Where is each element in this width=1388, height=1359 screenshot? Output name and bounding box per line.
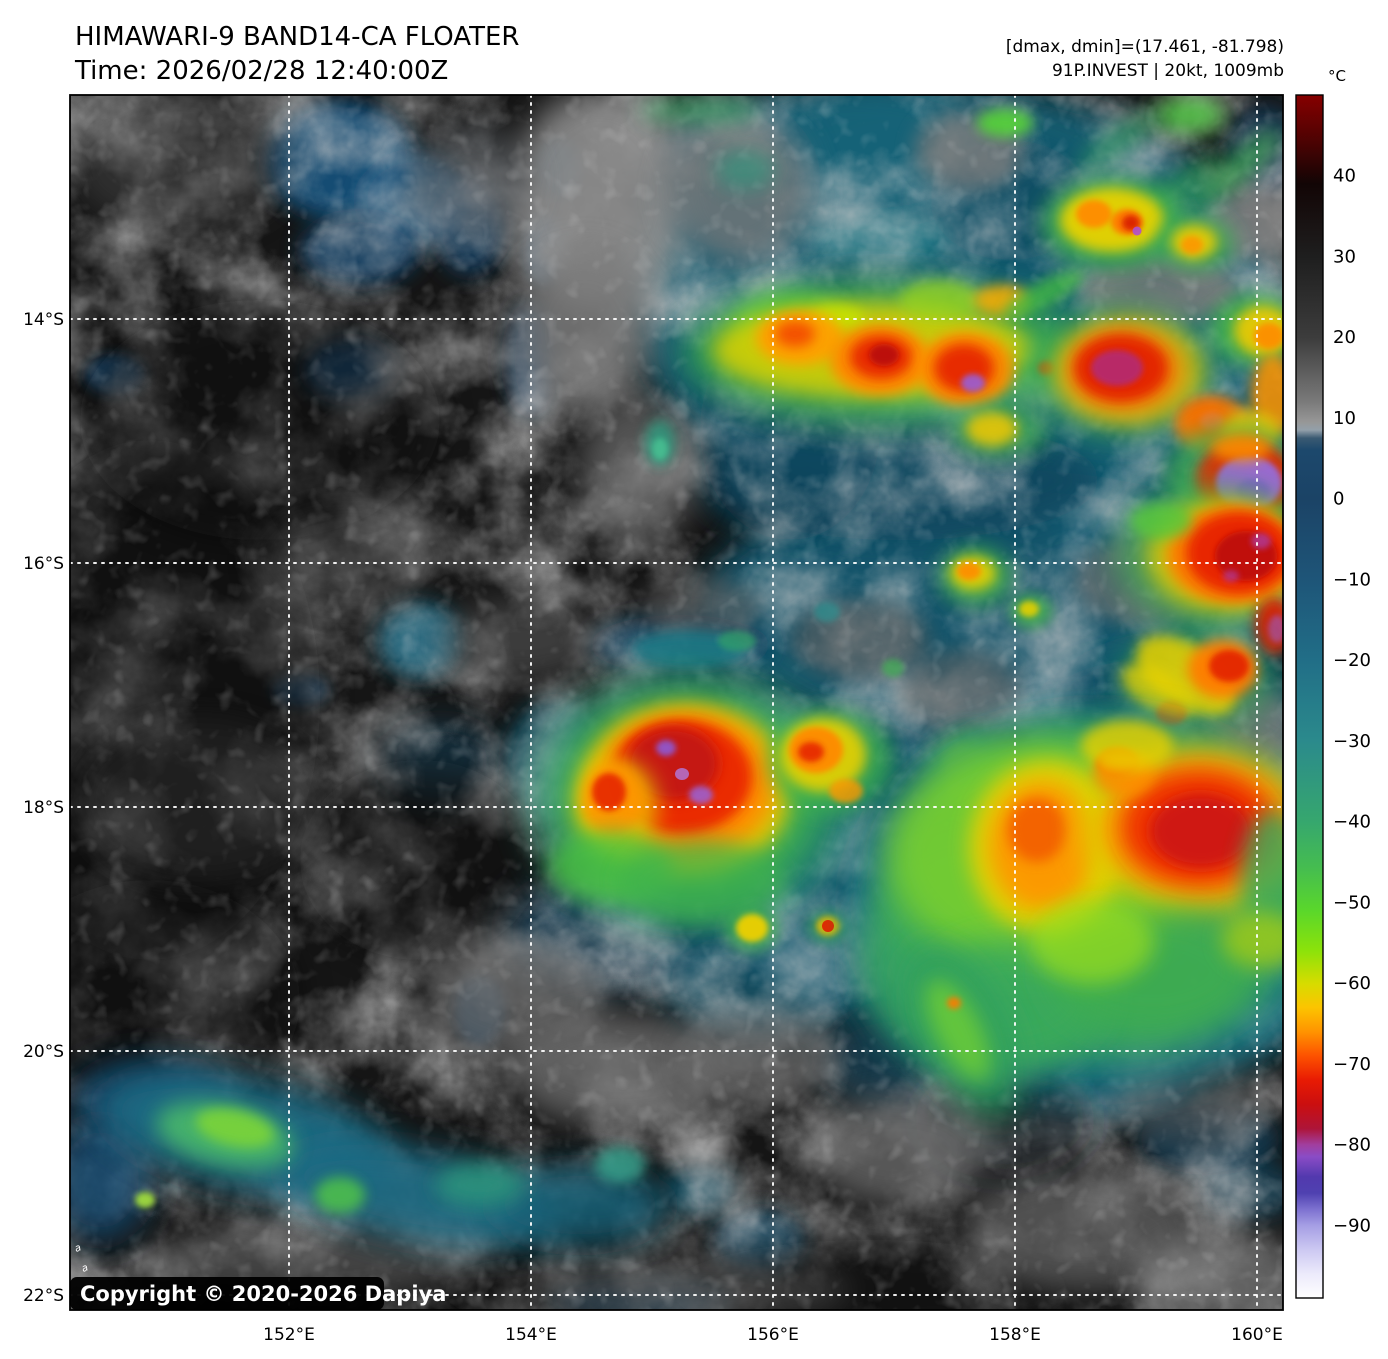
colorbar: 40 30 20 10 0 −10 −20 −30 −40 −50 −60 −70 −80 −90 — [1295, 94, 1371, 1299]
colorbar-tick-label: −90 — [1333, 1215, 1371, 1236]
colorbar-tick-label: −40 — [1333, 812, 1371, 833]
colorbar-tick-label: −80 — [1333, 1135, 1371, 1156]
colorbar-tick-label: −20 — [1333, 650, 1371, 671]
axis-labels: 14°S 16°S 18°S 20°S 22°S 152°E 154°E 156°E 158°E… — [23, 310, 1283, 1345]
colorbar-tick-label: 40 — [1333, 166, 1356, 187]
lon-tick-label: 160°E — [1231, 1325, 1283, 1345]
copyright-background — [70, 1277, 384, 1310]
copyright-badge: Copyright © 2020-2026 Dapiya — [70, 1277, 446, 1310]
colorbar-tick-label: −50 — [1333, 892, 1371, 913]
colorbar-tick-label: −30 — [1333, 731, 1371, 752]
corner-mark: a — [80, 1262, 90, 1274]
convective-cells — [525, 177, 1283, 1117]
lat-tick-label: 18°S — [23, 798, 64, 818]
colorbar-tick-label: −10 — [1333, 569, 1371, 590]
lat-tick-label: 16°S — [23, 554, 64, 574]
copyright-text: Copyright © 2020-2026 Dapiya — [80, 1282, 446, 1306]
colorbar-tick-label: 10 — [1333, 408, 1356, 429]
colorbar-gradient-bar — [1295, 94, 1324, 1299]
colorbar-tick-label: −70 — [1333, 1054, 1371, 1075]
colorbar-tick-label: 20 — [1333, 327, 1356, 348]
colorbar-tick-label: −60 — [1333, 973, 1371, 994]
lon-tick-label: 154°E — [505, 1325, 557, 1345]
satellite-imagery: a a — [70, 95, 1283, 1310]
map-frame — [69, 94, 1284, 1311]
lat-tick-label: 22°S — [23, 1286, 64, 1306]
dmax-dmin-annotation: [dmax, dmin]=(17.461, -81.798) — [1006, 37, 1284, 57]
southwest-cloud-band — [70, 1060, 670, 1246]
colorbar-tick-label: 0 — [1333, 489, 1344, 510]
corner-mark: a — [73, 1242, 83, 1254]
lat-tick-label: 20°S — [23, 1042, 64, 1062]
colorbar-tick-label: 30 — [1333, 246, 1356, 267]
lat-tick-label: 14°S — [23, 310, 64, 330]
lon-tick-label: 158°E — [989, 1325, 1041, 1345]
page-title: HIMAWARI-9 BAND14-CA FLOATER — [75, 22, 519, 52]
timestamp: Time: 2026/02/28 12:40:00Z — [74, 56, 448, 86]
lon-tick-label: 152°E — [263, 1325, 315, 1345]
colorbar-tick-labels: 40 30 20 10 0 −10 −20 −30 −40 −50 −60 −70 −80 −90 — [1333, 166, 1371, 1237]
storm-annotation: 91P.INVEST | 20kt, 1009mb — [1052, 61, 1284, 81]
lon-tick-label: 156°E — [747, 1325, 799, 1345]
colorbar-unit-label: °C — [1328, 67, 1346, 85]
latlon-gridlines — [69, 94, 1284, 1311]
